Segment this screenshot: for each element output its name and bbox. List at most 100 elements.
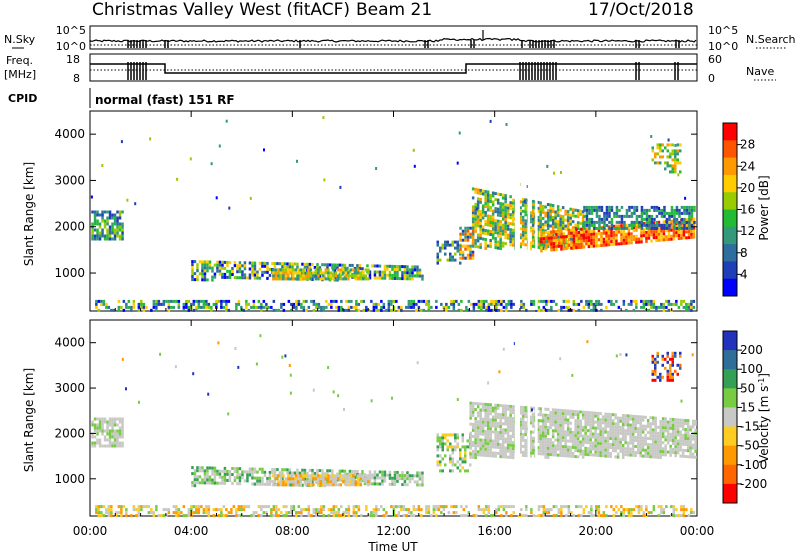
scatter-cell [560, 229, 563, 233]
scatter-cell [626, 450, 630, 454]
scatter-cell [597, 514, 601, 518]
scatter-cell [454, 448, 457, 452]
scatter-cell [672, 505, 676, 509]
scatter-cell [108, 213, 112, 217]
scatter-cell [644, 427, 647, 431]
scatter-cell [574, 455, 577, 459]
scatter-cell [611, 422, 615, 426]
scatter-cell [241, 270, 244, 274]
scatter-cell [359, 480, 363, 484]
scatter-cell [262, 299, 266, 303]
scatter-cell [152, 302, 156, 306]
scatter-cell [631, 414, 635, 418]
scatter-cell [670, 505, 673, 509]
scatter-cell [622, 508, 626, 512]
scatter-cell [317, 271, 320, 275]
scatter-cell [496, 219, 500, 223]
scatter-cell [362, 477, 365, 481]
scatter-cell [681, 433, 685, 437]
scatter-cell [484, 193, 487, 196]
scatter-cell [633, 205, 636, 209]
scatter-cell [125, 514, 128, 518]
scatter-cell [599, 433, 602, 437]
scatter-cell [590, 223, 594, 227]
scatter-cell [519, 405, 522, 409]
scatter-cell [357, 274, 360, 278]
scatter-cell [599, 445, 602, 449]
scatter-cell [303, 265, 307, 269]
scatter-cell [596, 438, 600, 442]
scatter-cell [511, 207, 515, 211]
scatter-cell [679, 424, 682, 428]
scatter-cell [566, 246, 570, 250]
scatter-cell [566, 234, 570, 238]
scatter-cell [452, 308, 456, 312]
scatter-cell [225, 514, 228, 518]
scatter-cell [322, 308, 326, 312]
scatter-cell [486, 442, 490, 446]
scatter-cell [611, 449, 615, 453]
scatter-cell [282, 474, 285, 478]
scatter-cell [464, 460, 467, 464]
scatter-cell [621, 444, 625, 447]
scatter-cell [396, 470, 399, 474]
nave-tick-top: 60 [708, 53, 722, 66]
scatter-cell [541, 246, 545, 250]
scatter-cell [116, 432, 119, 436]
scatter-cell [388, 270, 392, 274]
scatter-cell [661, 357, 664, 361]
scatter-cell [547, 242, 551, 246]
scatter-cell [612, 233, 616, 237]
scatter-cell [435, 505, 438, 509]
scatter-cell [499, 211, 502, 215]
scatter-cell [303, 271, 307, 275]
scatter-cell [316, 263, 319, 267]
scatter-cell [561, 433, 565, 437]
scatter-cell [465, 514, 468, 518]
scatter-cell [654, 443, 657, 447]
scatter-cell [636, 427, 640, 431]
scatter-cell [521, 435, 525, 439]
scatter-cell [504, 410, 507, 414]
scatter-cell [275, 508, 278, 512]
scatter-cell [281, 468, 284, 472]
scatter-cell [490, 299, 493, 303]
scatter-cell [461, 436, 464, 440]
scatter-cell [666, 435, 670, 439]
scatter-cell [376, 264, 379, 268]
scatter-cell [98, 438, 102, 442]
scatter-cell [103, 438, 107, 442]
scatter-cell [408, 474, 412, 478]
scatter-cell [307, 505, 311, 509]
scatter-cell [671, 363, 674, 367]
scatter-cell [334, 271, 338, 275]
scatter-cell [615, 226, 619, 230]
scatter-cell [106, 420, 109, 424]
scatter-cell [547, 511, 551, 515]
scatter-cell [425, 302, 428, 306]
scatter-cell [451, 463, 454, 467]
scatter-cell [322, 271, 325, 275]
scatter-cell [377, 308, 381, 312]
scatter-cell [232, 505, 236, 509]
scatter-cell [293, 262, 297, 266]
scatter-cell [673, 211, 676, 215]
scatter-cell [509, 452, 512, 456]
scatter-cell [401, 274, 404, 278]
scatter-cell [579, 431, 582, 435]
scatter-cell [182, 505, 186, 509]
scatter-cell [564, 448, 567, 452]
scatter-cell [299, 477, 303, 481]
scatter-cell [215, 196, 218, 200]
scatter-cell [103, 435, 107, 439]
scatter-cell [524, 406, 527, 410]
scatter-cell [484, 220, 487, 223]
scatter-cell [479, 417, 482, 421]
scatter-cell [506, 221, 510, 225]
scatter-cell [337, 308, 341, 312]
scatter-cell [685, 236, 688, 240]
scatter-cell [542, 308, 546, 312]
scatter-cell [494, 231, 497, 235]
scatter-cell [390, 308, 393, 312]
scatter-cell [421, 474, 424, 478]
